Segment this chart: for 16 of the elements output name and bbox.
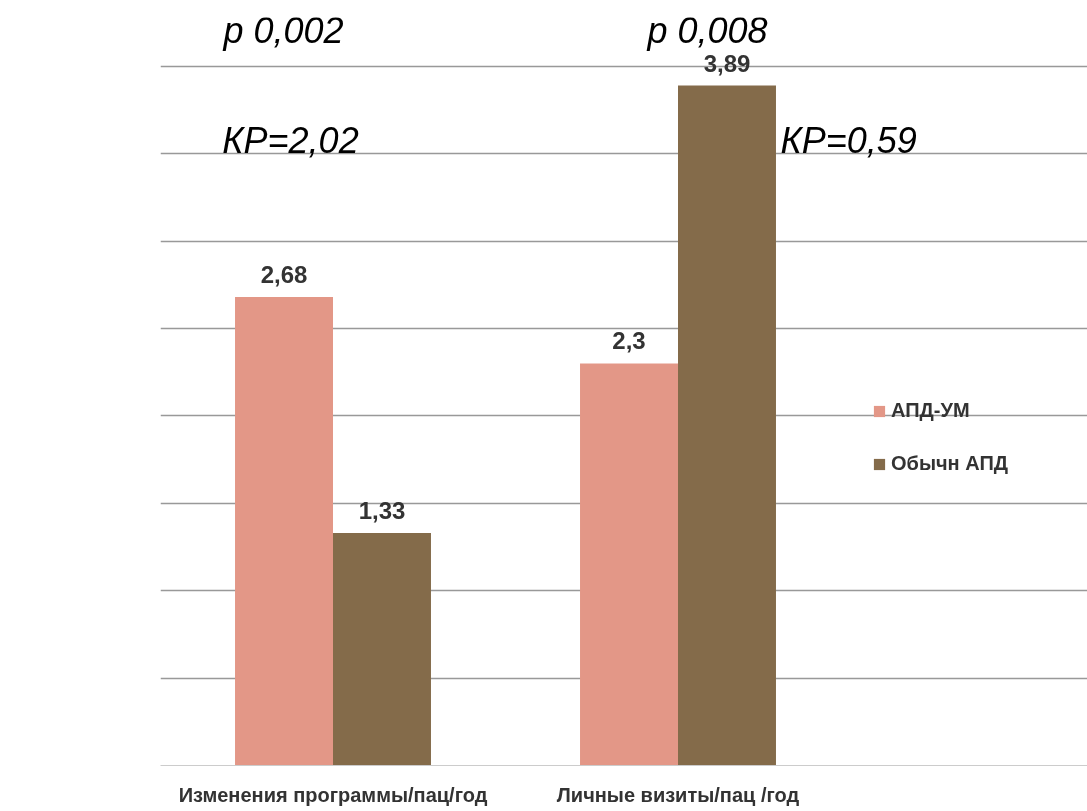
bar: [235, 297, 333, 766]
bar: [580, 363, 678, 766]
data-label: 3,89: [703, 49, 751, 77]
x-tick-label: Личные визиты/пац /год: [556, 783, 800, 806]
text: p 0,008: [646, 10, 768, 51]
text: p 0,002: [222, 10, 344, 51]
data-label: 1,33: [358, 497, 406, 525]
annotation: КР=2,02: [222, 120, 359, 161]
data-label: 2,3: [612, 327, 646, 355]
legend-label: Обычн АПД: [891, 452, 1009, 475]
annotation: КР=0,59: [780, 120, 917, 161]
bar: [333, 533, 431, 766]
legend-label: АПД-УМ: [891, 399, 970, 422]
bar: [678, 85, 776, 766]
x-tick-label: Изменения программы/пац/год: [178, 783, 488, 806]
data-label: 2,68: [260, 261, 308, 289]
